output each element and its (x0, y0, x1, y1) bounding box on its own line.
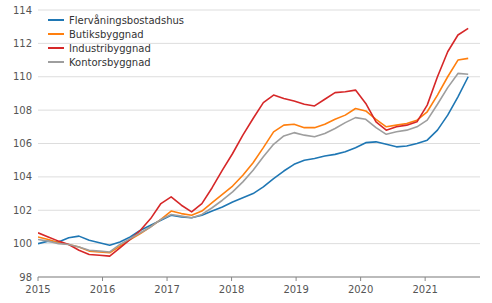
chart: 9810010210410610811011211420152016201720… (0, 0, 492, 303)
x-tick-label: 2017 (154, 284, 179, 295)
y-tick-label: 108 (13, 105, 32, 116)
legend-label: Flervåningsbostadshus (69, 14, 184, 26)
x-tick-label: 2020 (348, 284, 373, 295)
legend-swatch (48, 33, 64, 35)
lines (38, 28, 468, 256)
legend: Flervåningsbostadshus Butiksbyggnad Indust… (48, 14, 184, 68)
x-axis: 2015 2016 2017 2018 2019 2020 2021 (25, 277, 480, 295)
grid-line (38, 277, 480, 278)
y-tick-label: 102 (13, 205, 32, 216)
grid-line (38, 176, 480, 177)
y-axis: 98 100 102 104 106 108 110 112 114 (13, 5, 480, 283)
series-line (38, 28, 468, 256)
legend-swatch (48, 47, 64, 49)
y-tick-label: 110 (13, 71, 32, 82)
legend-swatch (48, 19, 64, 21)
x-tick (425, 277, 426, 281)
legend-label: Butiksbyggnad (69, 29, 144, 40)
x-tick-label: 2015 (25, 284, 50, 295)
x-tick-label: 2019 (283, 284, 308, 295)
y-tick-label: 100 (13, 238, 32, 249)
x-tick (231, 277, 232, 281)
series-line (38, 73, 468, 252)
legend-swatch (48, 61, 64, 63)
grid-line (38, 10, 480, 11)
x-tick-label: 2018 (219, 284, 244, 295)
grid-line (38, 210, 480, 211)
y-tick-label: 112 (13, 38, 32, 49)
grid-line (38, 76, 480, 77)
x-tick (38, 277, 39, 281)
x-tick (102, 277, 103, 281)
x-tick (167, 277, 168, 281)
y-tick-label: 98 (19, 272, 32, 283)
series-line (38, 77, 468, 246)
x-tick (296, 277, 297, 281)
series-line (38, 58, 468, 252)
y-tick-label: 114 (13, 5, 32, 16)
y-tick-label: 106 (13, 138, 32, 149)
x-tick-label: 2021 (412, 284, 437, 295)
legend-label: Industribyggnad (69, 43, 151, 54)
x-axis-line (38, 277, 480, 278)
y-tick-label: 104 (13, 171, 32, 182)
x-tick (360, 277, 361, 281)
x-tick-label: 2016 (90, 284, 115, 295)
legend-label: Kontorsbyggnad (69, 57, 151, 68)
